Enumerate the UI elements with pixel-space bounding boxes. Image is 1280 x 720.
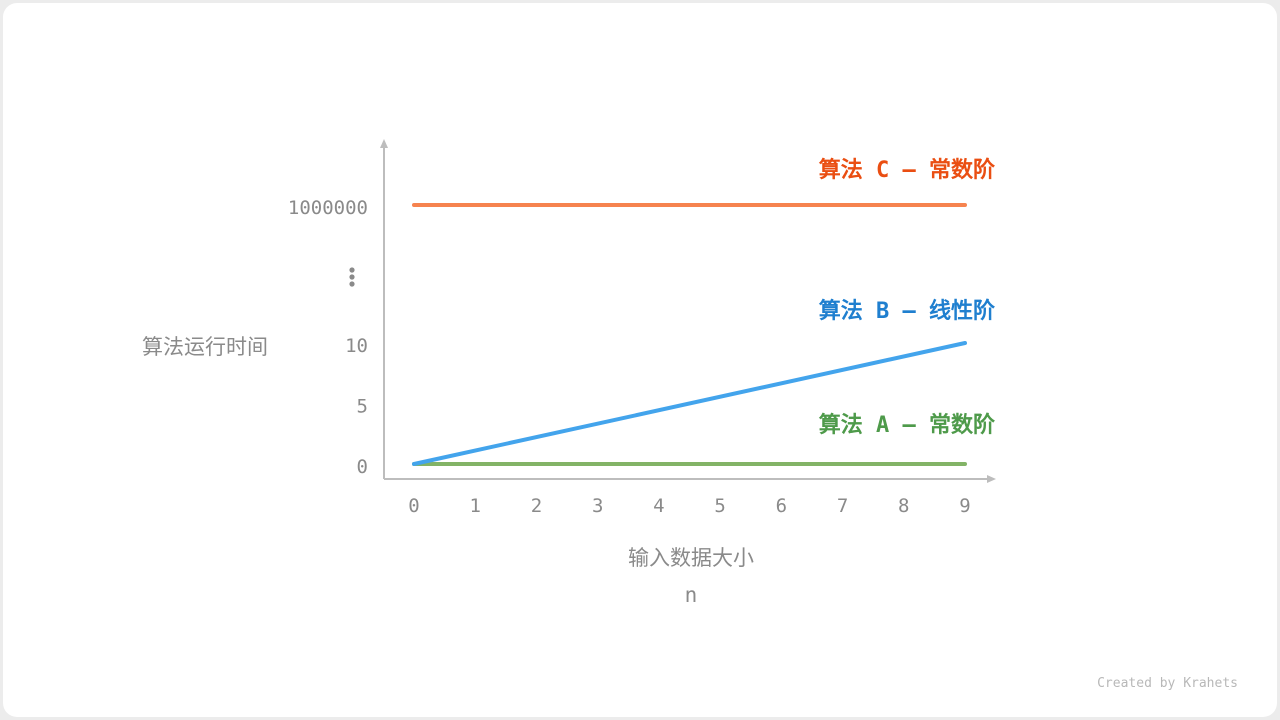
axis-break-dot	[349, 281, 355, 287]
x-tick-label: 0	[408, 495, 419, 517]
x-axis-label-n: n	[685, 583, 698, 607]
x-tick-label: 1	[469, 495, 480, 517]
series-label-2: 算法 C – 常数阶	[819, 157, 996, 183]
axis-break-dot	[349, 274, 355, 280]
x-tick-label: 4	[653, 495, 664, 517]
x-tick-label: 8	[898, 495, 909, 517]
x-tick-label: 2	[531, 495, 542, 517]
y-tick-label: 1000000	[288, 197, 368, 219]
x-tick-label: 7	[837, 495, 848, 517]
x-tick-label: 3	[592, 495, 603, 517]
y-tick-label: 10	[345, 335, 368, 357]
y-axis-label: 算法运行时间	[142, 335, 268, 359]
series-line-1	[412, 341, 967, 466]
axis-break-dot	[349, 267, 355, 273]
y-tick-label: 5	[357, 396, 368, 418]
chart-card	[3, 3, 1277, 717]
credit-text: Created by Krahets	[1097, 676, 1238, 691]
x-tick-label: 6	[776, 495, 787, 517]
series-label-0: 算法 A – 常数阶	[819, 412, 996, 438]
x-axis-arrow	[987, 475, 996, 483]
y-axis-arrow	[380, 139, 388, 148]
x-tick-label: 5	[714, 495, 725, 517]
x-axis-label: 输入数据大小	[628, 546, 754, 570]
y-tick-label: 0	[357, 456, 368, 478]
x-tick-label: 9	[959, 495, 970, 517]
series-label-1: 算法 B – 线性阶	[819, 298, 996, 324]
